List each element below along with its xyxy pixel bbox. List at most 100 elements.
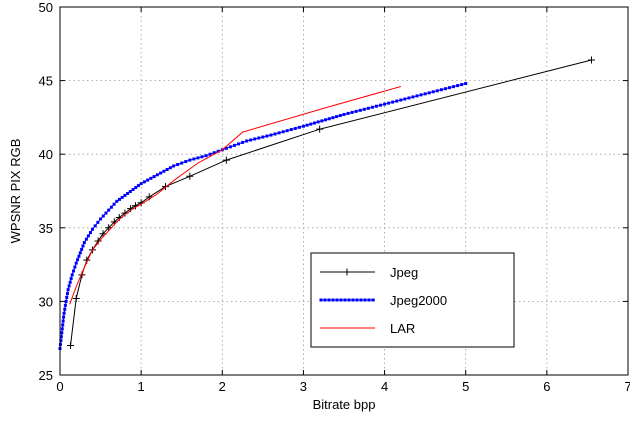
data-point	[93, 224, 97, 228]
data-point	[339, 298, 343, 302]
legend-label: LAR	[390, 321, 415, 336]
data-point	[72, 294, 80, 302]
data-point	[62, 311, 66, 315]
data-point	[285, 129, 289, 133]
data-point	[403, 97, 407, 101]
data-point	[452, 85, 456, 89]
data-point	[350, 110, 354, 114]
legend: Jpeg Jpeg2000 LAR	[310, 252, 515, 348]
data-point	[391, 100, 395, 104]
data-point	[59, 335, 63, 339]
data-point	[82, 241, 86, 245]
x-tick-label: 1	[138, 379, 145, 394]
data-point	[212, 151, 216, 155]
y-tick-label: 40	[39, 147, 53, 162]
data-point	[399, 98, 403, 102]
data-point	[172, 164, 176, 168]
data-point	[320, 119, 324, 123]
y-tick-label: 35	[39, 221, 53, 236]
data-point	[104, 211, 108, 215]
data-point	[423, 92, 427, 96]
data-point	[81, 244, 85, 248]
data-point	[419, 93, 423, 97]
x-tick-label: 4	[381, 379, 388, 394]
data-point	[447, 86, 451, 90]
y-tick-label: 30	[39, 294, 53, 309]
data-point	[312, 121, 316, 125]
data-point	[59, 339, 63, 343]
data-point	[370, 105, 374, 109]
data-point	[224, 146, 228, 150]
data-point	[305, 123, 309, 127]
data-point	[241, 140, 245, 144]
data-point	[208, 152, 212, 156]
data-point	[67, 342, 75, 350]
data-point	[456, 84, 460, 88]
data-point	[155, 173, 159, 177]
data-point	[431, 90, 435, 94]
data-point	[327, 298, 331, 302]
data-point	[319, 298, 323, 302]
data-point	[74, 261, 78, 265]
y-tick-label: 45	[39, 74, 53, 89]
data-point	[355, 298, 359, 302]
x-tick-label: 0	[56, 379, 63, 394]
data-point	[289, 128, 293, 132]
data-point	[265, 134, 269, 138]
data-point	[72, 269, 76, 273]
legend-item: Jpeg2000	[319, 293, 447, 308]
data-point	[327, 117, 331, 121]
data-point	[309, 122, 313, 126]
legend-label: Jpeg	[390, 265, 418, 280]
data-point	[146, 178, 150, 182]
data-point	[460, 83, 464, 87]
data-point	[383, 102, 387, 106]
data-point	[128, 189, 132, 193]
data-point	[131, 188, 135, 192]
data-point	[363, 298, 367, 302]
data-point	[439, 88, 443, 92]
data-point	[347, 298, 351, 302]
data-point	[63, 303, 67, 307]
data-point	[118, 197, 122, 201]
data-point	[331, 298, 335, 302]
series-jpeg2000	[58, 82, 468, 351]
data-point	[273, 132, 277, 136]
data-point	[109, 205, 113, 209]
data-point	[99, 217, 103, 221]
data-point	[346, 111, 350, 115]
x-tick-label: 6	[543, 379, 550, 394]
x-tick-label: 2	[219, 379, 226, 394]
series-line	[69, 86, 401, 305]
data-point	[70, 273, 74, 277]
x-tick-label: 7	[624, 379, 630, 394]
data-point	[88, 231, 92, 235]
data-point	[281, 130, 285, 134]
data-point	[587, 56, 595, 64]
data-point	[367, 298, 371, 302]
data-point	[126, 191, 130, 195]
data-point	[371, 298, 375, 302]
data-point	[176, 163, 180, 167]
y-tick-label: 25	[39, 368, 53, 383]
data-point	[200, 155, 204, 159]
data-point	[84, 237, 88, 241]
data-point	[67, 284, 71, 288]
data-point	[120, 195, 124, 199]
data-point	[427, 91, 431, 95]
series-lines	[58, 56, 595, 351]
data-point	[78, 251, 82, 255]
data-point	[216, 149, 220, 153]
data-point	[134, 186, 138, 190]
plot-frame	[59, 6, 629, 376]
series-lar	[69, 86, 401, 305]
data-point	[407, 96, 411, 100]
x-axis-label: Bitrate bpp	[313, 397, 376, 412]
data-point	[180, 161, 184, 165]
data-point	[123, 193, 127, 197]
data-point	[415, 94, 419, 98]
data-point	[343, 268, 351, 276]
data-point	[152, 175, 156, 179]
data-point	[331, 116, 335, 120]
